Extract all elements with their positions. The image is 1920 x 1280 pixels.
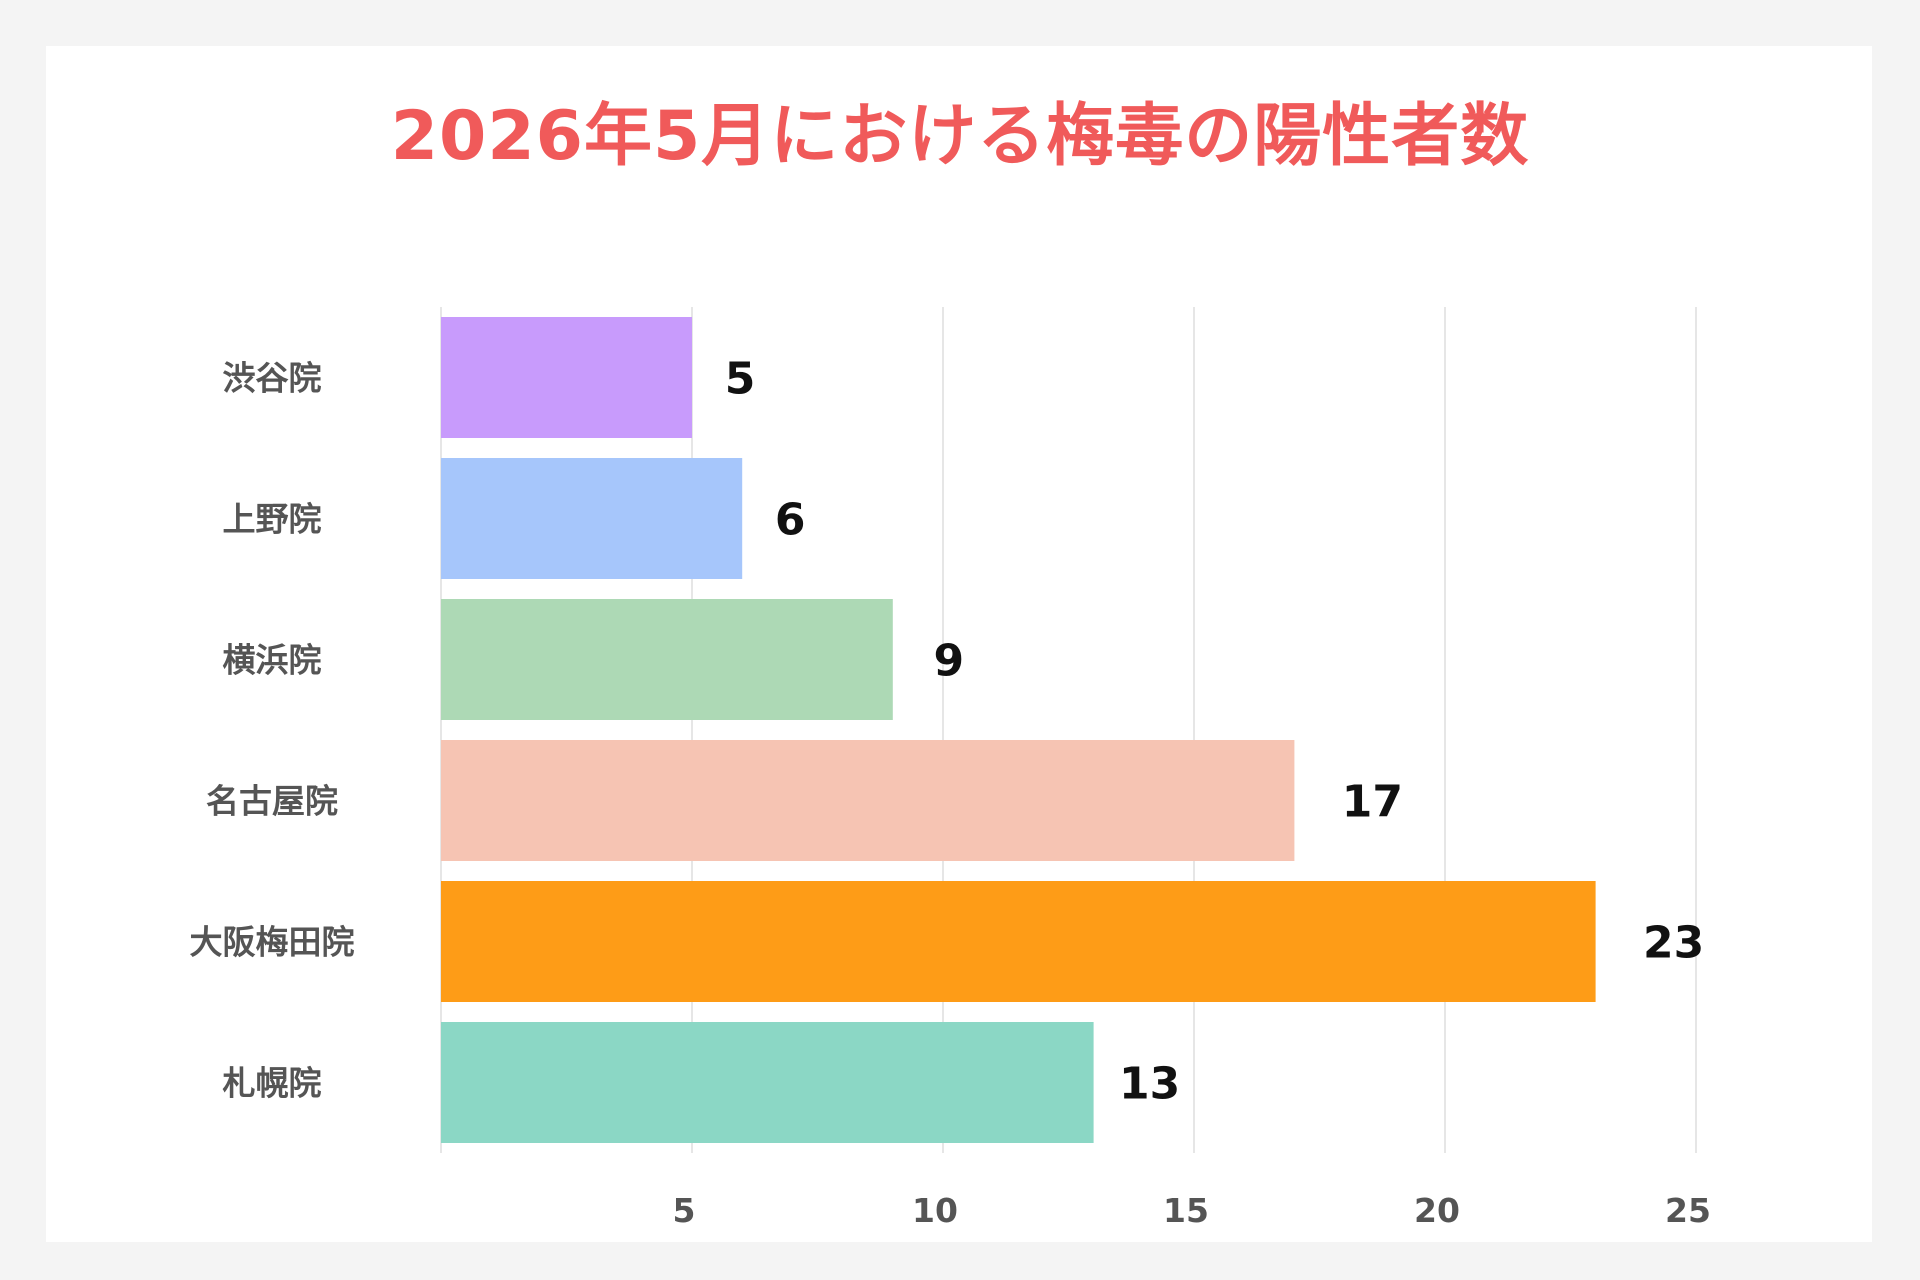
category-label-2: 上野院 bbox=[223, 500, 322, 539]
category-label-5: 大阪梅田院 bbox=[190, 923, 355, 962]
bar-1 bbox=[441, 317, 692, 438]
category-label-3: 横浜院 bbox=[223, 641, 322, 680]
x-tick-label-5: 5 bbox=[673, 1191, 696, 1230]
category-label-4: 名古屋院 bbox=[206, 782, 338, 821]
value-label-6: 13 bbox=[1119, 1059, 1180, 1110]
bar-2 bbox=[441, 458, 743, 579]
value-label-4: 17 bbox=[1342, 777, 1403, 828]
value-label-5: 23 bbox=[1643, 918, 1704, 969]
bar-3 bbox=[441, 599, 893, 720]
value-label-2: 6 bbox=[775, 495, 806, 546]
value-label-3: 9 bbox=[933, 636, 964, 687]
value-label-1: 5 bbox=[725, 354, 756, 405]
x-tick-label-15: 15 bbox=[1163, 1191, 1209, 1230]
category-label-6: 札幌院 bbox=[223, 1064, 322, 1103]
bar-4 bbox=[441, 740, 1295, 861]
chart-title: 2026年5月における梅毒の陽性者数 bbox=[390, 97, 1530, 176]
bar-6 bbox=[441, 1022, 1094, 1143]
category-label-1: 渋谷院 bbox=[223, 359, 322, 398]
x-tick-label-20: 20 bbox=[1414, 1191, 1460, 1230]
bar-5 bbox=[441, 881, 1596, 1002]
x-tick-label-10: 10 bbox=[912, 1191, 958, 1230]
x-tick-label-25: 25 bbox=[1665, 1191, 1711, 1230]
